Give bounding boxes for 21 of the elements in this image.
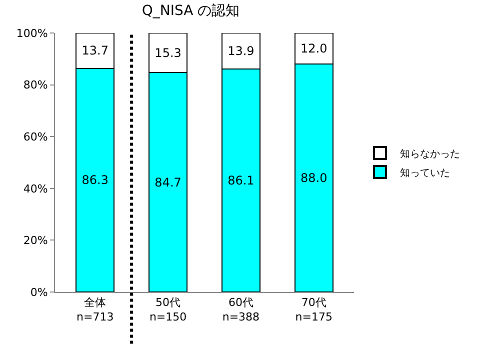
- data-label: 12.0: [300, 42, 328, 56]
- chart-title: Q_NISA の認知: [142, 2, 240, 19]
- x-tick-label: 70代 n=175: [295, 296, 332, 324]
- y-tick-label: 80%: [23, 78, 48, 92]
- legend-label: 知っていた: [400, 166, 450, 179]
- data-label: 86.3: [82, 173, 108, 188]
- legend-label: 知らなかった: [400, 148, 460, 160]
- data-label: 13.9: [228, 44, 254, 58]
- y-tick-label: 0%: [30, 286, 48, 299]
- data-label: 86.1: [228, 174, 254, 188]
- data-label: 84.7: [154, 175, 182, 190]
- y-tick-label: 100%: [16, 26, 48, 40]
- y-tick-label: 60%: [23, 130, 48, 144]
- x-tick-label: 60代 n=388: [222, 296, 260, 324]
- x-tick-label: 50代 n=150: [149, 296, 187, 324]
- data-label: 88.0: [300, 171, 328, 186]
- x-tick-label: 全体 n=713: [76, 296, 114, 324]
- data-label: 13.7: [82, 44, 108, 58]
- data-label: 15.3: [154, 46, 182, 60]
- y-tick-label: 20%: [23, 234, 48, 248]
- y-tick-label: 40%: [23, 182, 48, 196]
